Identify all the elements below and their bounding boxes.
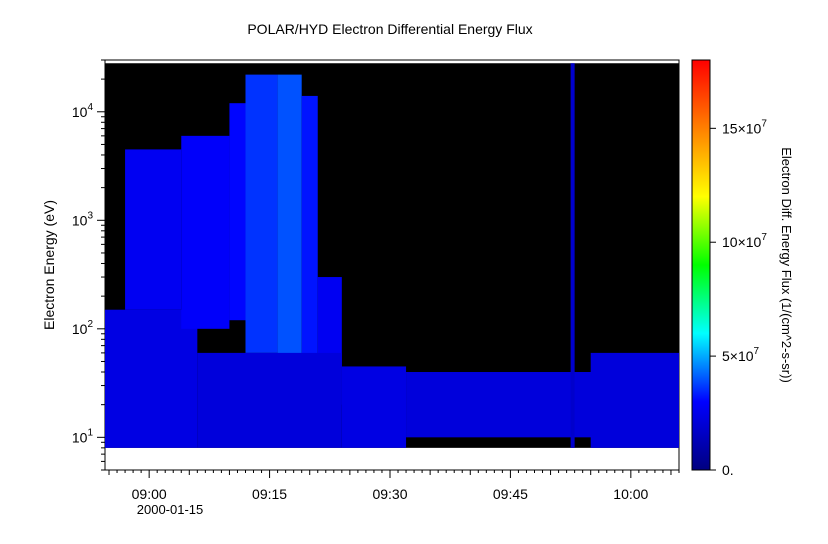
x-tick-label: 09:15 [252, 486, 287, 502]
y-tick-label: 102 [72, 319, 94, 337]
x-tick-label: 09:30 [372, 486, 407, 502]
flux-region-9 [341, 366, 407, 448]
flux-region-1 [125, 149, 182, 310]
flux-region-8 [197, 352, 342, 448]
flux-regions [105, 63, 679, 448]
colorbar-tick-label: 5×107 [722, 346, 760, 364]
flux-region-2 [181, 135, 230, 329]
colorbar: 0. 5×107 10×107 15×107 Electron Diff. Energ… [691, 59, 794, 478]
colorbar-tick-label: 15×107 [722, 118, 767, 136]
flux-region-4 [245, 74, 278, 353]
y-tick-label: 104 [72, 102, 94, 120]
colorbar-gradient [691, 59, 711, 471]
y-tick-label: 101 [72, 427, 94, 445]
flux-region-12 [570, 63, 575, 448]
flux-region-11 [590, 352, 679, 448]
colorbar-tick-label: 10×107 [722, 232, 767, 250]
chart-title: POLAR/HYD Electron Differential Energy F… [247, 21, 532, 37]
flux-region-6 [301, 95, 318, 372]
flux-region-3 [229, 103, 246, 321]
y-axis-label: Electron Energy (eV) [41, 200, 57, 330]
colorbar-ticks: 0. 5×107 10×107 15×107 [710, 118, 767, 478]
x-date-label: 2000-01-15 [137, 502, 204, 517]
colorbar-label: Electron Diff. Energy Flux (1/(cm^2-s-sr… [779, 147, 794, 383]
x-tick-label: 09:45 [493, 486, 528, 502]
x-tick-label: 10:00 [613, 486, 648, 502]
x-ticks [108, 470, 680, 478]
y-axis: 101 102 103 104 Electron Energy (eV) [41, 59, 105, 471]
x-axis: 09:00 09:15 09:30 09:45 10:00 2000-01-15 [108, 470, 680, 517]
plot-area [104, 59, 680, 471]
colorbar-tick-label: 0. [722, 462, 734, 478]
x-tick-label: 09:00 [132, 486, 167, 502]
flux-region-0 [105, 309, 198, 448]
y-tick-label: 103 [72, 210, 94, 228]
y-ticks [97, 59, 105, 471]
y-tick-labels: 101 102 103 104 [72, 102, 94, 446]
x-tick-labels: 09:00 09:15 09:30 09:45 10:00 [132, 486, 649, 502]
